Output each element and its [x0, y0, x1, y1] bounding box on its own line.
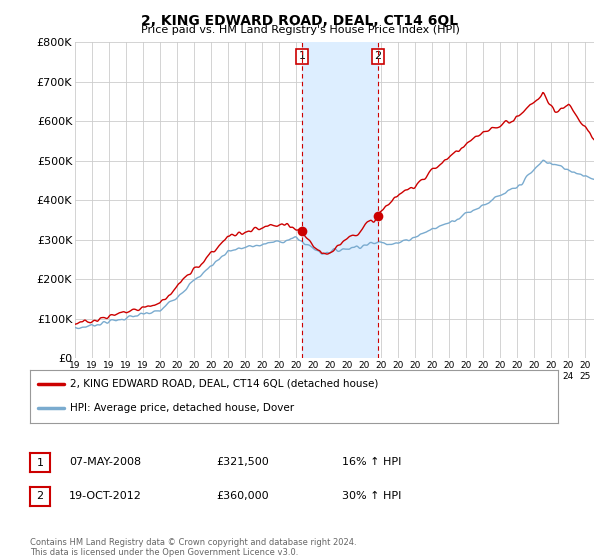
Text: 2, KING EDWARD ROAD, DEAL, CT14 6QL (detached house): 2, KING EDWARD ROAD, DEAL, CT14 6QL (det…	[70, 379, 378, 389]
Text: £321,500: £321,500	[216, 457, 269, 467]
Text: HPI: Average price, detached house, Dover: HPI: Average price, detached house, Dove…	[70, 403, 294, 413]
Text: 30% ↑ HPI: 30% ↑ HPI	[342, 491, 401, 501]
Text: 1: 1	[37, 458, 43, 468]
Text: 2, KING EDWARD ROAD, DEAL, CT14 6QL: 2, KING EDWARD ROAD, DEAL, CT14 6QL	[142, 14, 458, 28]
Bar	[302, 42, 378, 358]
Text: £360,000: £360,000	[216, 491, 269, 501]
Text: Contains HM Land Registry data © Crown copyright and database right 2024.
This d: Contains HM Land Registry data © Crown c…	[30, 538, 356, 557]
Text: Price paid vs. HM Land Registry's House Price Index (HPI): Price paid vs. HM Land Registry's House …	[140, 25, 460, 35]
Text: 07-MAY-2008: 07-MAY-2008	[69, 457, 141, 467]
Text: 16% ↑ HPI: 16% ↑ HPI	[342, 457, 401, 467]
Text: 19-OCT-2012: 19-OCT-2012	[69, 491, 142, 501]
Text: 1: 1	[299, 52, 305, 62]
Text: 2: 2	[374, 52, 382, 62]
Text: 2: 2	[37, 491, 43, 501]
